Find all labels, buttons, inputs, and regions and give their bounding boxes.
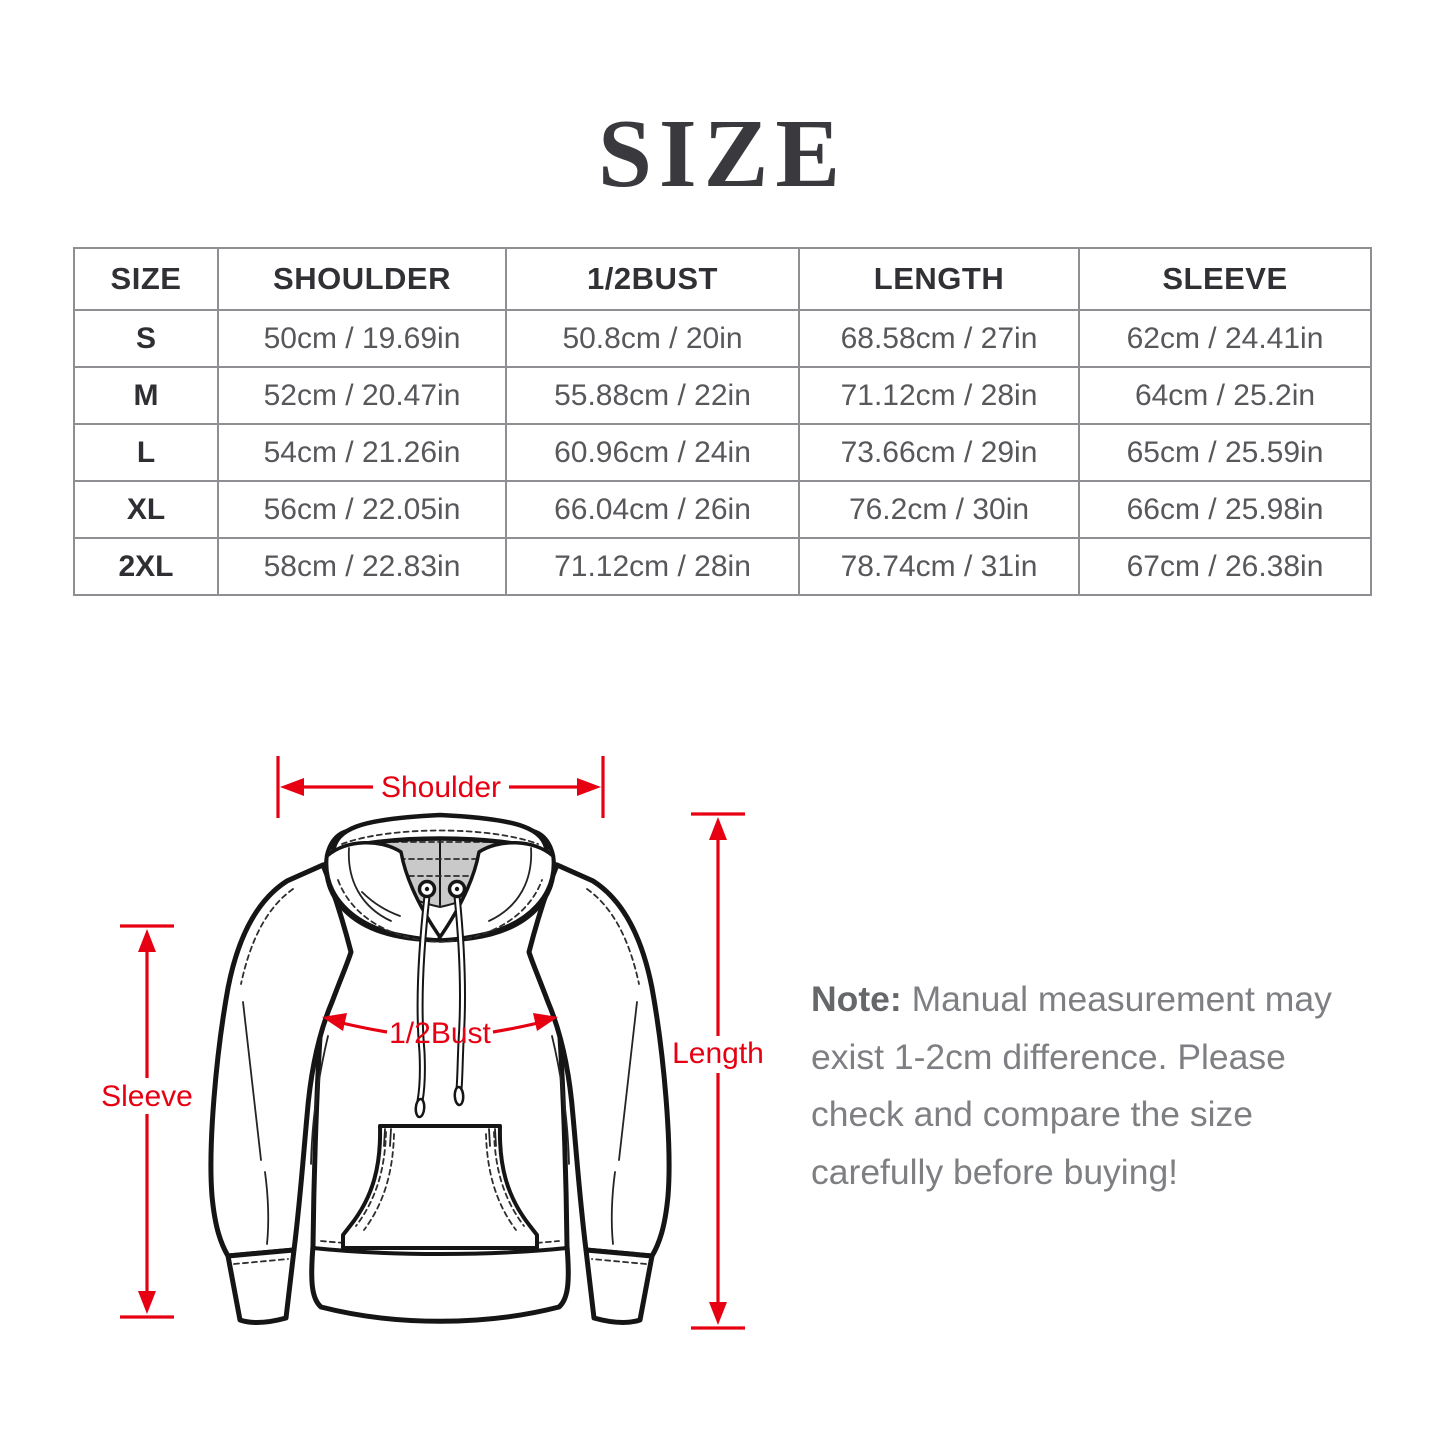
hoodie-drawing (208, 812, 672, 1325)
measure-cell: 78.74cm / 31in (798, 537, 1080, 596)
col-header-length: LENGTH (798, 247, 1080, 311)
size-table-header-row: SIZE SHOULDER 1/2BUST LENGTH SLEEVE (73, 247, 1372, 311)
measure-cell: 73.66cm / 29in (798, 423, 1080, 482)
hood (324, 812, 556, 943)
col-header-size: SIZE (73, 247, 219, 311)
measure-cell: 68.58cm / 27in (798, 309, 1080, 368)
length-label: Length (672, 1037, 764, 1070)
measure-cell: 76.2cm / 30in (798, 480, 1080, 539)
hoodie-measurement-diagram: Shoulder 1/2Bust Sleeve Length (101, 756, 764, 1330)
table-row-xl: XL 56cm / 22.05in 66.04cm / 26in 76.2cm … (73, 480, 1372, 539)
note-line: carefully before buying! (811, 1151, 1179, 1192)
measure-cell: 50cm / 19.69in (217, 309, 507, 368)
measure-cell: 54cm / 21.26in (217, 423, 507, 482)
col-header-halfbust: 1/2BUST (505, 247, 800, 311)
col-header-sleeve: SLEEVE (1078, 247, 1372, 311)
size-cell: L (73, 423, 219, 482)
size-cell: M (73, 366, 219, 425)
length-arrow: Length (672, 812, 764, 1330)
half-bust-label: 1/2Bust (389, 1017, 491, 1050)
measure-cell: 52cm / 20.47in (217, 366, 507, 425)
table-row-s: S 50cm / 19.69in 50.8cm / 20in 68.58cm /… (73, 309, 1372, 368)
note-label: Note: (811, 979, 902, 1019)
note-line: Note: Manual measurement may (811, 971, 1381, 1029)
sleeve-label: Sleeve (101, 1080, 193, 1113)
kangaroo-pocket (341, 1124, 539, 1250)
measure-cell: 71.12cm / 28in (505, 537, 800, 596)
drawstrings (414, 879, 467, 1119)
measure-cell: 50.8cm / 20in (505, 309, 800, 368)
col-header-shoulder: SHOULDER (217, 247, 507, 311)
shoulder-label: Shoulder (381, 771, 501, 804)
note-text: Manual measurement may (901, 979, 1332, 1019)
size-cell: XL (73, 480, 219, 539)
measure-cell: 65cm / 25.59in (1078, 423, 1372, 482)
table-row-m: M 52cm / 20.47in 55.88cm / 22in 71.12cm … (73, 366, 1372, 425)
measure-cell: 66.04cm / 26in (505, 480, 800, 539)
measure-cell: 55.88cm / 22in (505, 366, 800, 425)
table-row-l: L 54cm / 21.26in 60.96cm / 24in 73.66cm … (73, 423, 1372, 482)
note-line: exist 1-2cm difference. Please (811, 1036, 1286, 1077)
drawstring-tip (414, 1097, 426, 1119)
measure-cell: 66cm / 25.98in (1078, 480, 1372, 539)
measure-cell: 60.96cm / 24in (505, 423, 800, 482)
measure-cell: 62cm / 24.41in (1078, 309, 1372, 368)
measure-cell: 58cm / 22.83in (217, 537, 507, 596)
size-cell: 2XL (73, 537, 219, 596)
measure-cell: 67cm / 26.38in (1078, 537, 1372, 596)
size-table: SIZE SHOULDER 1/2BUST LENGTH SLEEVE S 50… (73, 247, 1372, 596)
measure-cell: 56cm / 22.05in (217, 480, 507, 539)
shoulder-arrow: Shoulder (276, 756, 605, 818)
measure-cell: 64cm / 25.2in (1078, 366, 1372, 425)
size-cell: S (73, 309, 219, 368)
half-bust-arrow: 1/2Bust (322, 1013, 558, 1050)
sleeve-arrow: Sleeve (101, 924, 193, 1319)
table-row-2xl: 2XL 58cm / 22.83in 71.12cm / 28in 78.74c… (73, 537, 1372, 596)
measurement-note: Note: Manual measurement may exist 1-2cm… (811, 971, 1381, 1201)
hoodie-sleeves (208, 862, 672, 1325)
note-line: check and compare the size (811, 1094, 1254, 1134)
drawstring-tip (453, 1085, 465, 1107)
page-title: SIZE (597, 100, 848, 207)
measure-cell: 71.12cm / 28in (798, 366, 1080, 425)
